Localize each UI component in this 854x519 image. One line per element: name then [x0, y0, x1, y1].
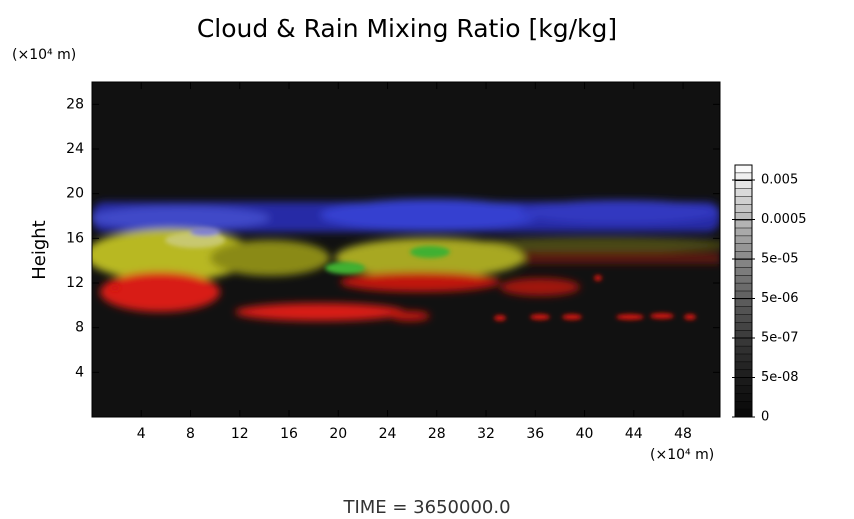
colorbar-band: [735, 298, 752, 308]
x-tick-label: 36: [526, 426, 544, 442]
footer-time: TIME = 3650000.0: [342, 497, 510, 518]
colorbar-band: [735, 243, 752, 252]
colorbar-band: [735, 172, 752, 182]
colorbar-band: [735, 346, 752, 355]
x-tick-label: 20: [329, 426, 347, 442]
colorbar-tick-label: 0.0005: [761, 212, 807, 227]
colorbar-band: [735, 228, 752, 237]
colorbar-band: [735, 393, 752, 402]
x-tick-label: 12: [231, 426, 249, 442]
colorbar-band: [735, 330, 752, 339]
colorbar-band: [735, 338, 752, 347]
x-tick-label: 8: [186, 426, 195, 442]
colorbar-band: [735, 401, 752, 410]
x-tick-label: 32: [477, 426, 495, 442]
colorbar-tick-label: 5e-06: [761, 291, 799, 306]
y-unit: (×10⁴ m): [12, 47, 76, 63]
chart-title: Cloud & Rain Mixing Ratio [kg/kg]: [197, 14, 617, 43]
volume-render: [92, 199, 720, 321]
x-tick-label: 28: [428, 426, 446, 442]
x-tick-label: 16: [280, 426, 298, 442]
colorbar-tick-label: 0: [761, 410, 769, 425]
colorbar-band: [735, 212, 752, 221]
colorbar-tick-label: 5e-05: [761, 252, 799, 267]
colorbar-band: [735, 377, 752, 386]
colorbar-band: [735, 409, 752, 418]
colorbar-tick-label: 5e-07: [761, 331, 799, 346]
colorbar-band: [735, 180, 752, 189]
colorbar-band: [735, 259, 752, 268]
x-tick-label: 48: [674, 426, 692, 442]
y-tick-label: 8: [75, 320, 84, 336]
colorbar-band: [735, 275, 752, 284]
colorbar-band: [735, 267, 752, 276]
y-tick-label: 28: [66, 96, 84, 112]
colorbar-band: [735, 235, 752, 245]
x-unit: (×10⁴ m): [650, 447, 714, 463]
colorbar-band: [735, 385, 752, 394]
y-tick-label: 20: [66, 186, 84, 202]
colorbar-band: [735, 314, 752, 323]
colorbar-band: [735, 283, 752, 292]
colorbar-band: [735, 251, 752, 260]
y-axis-label: Height: [29, 220, 50, 280]
plot-frame: [91, 81, 721, 418]
colorbar-band: [735, 196, 752, 205]
colorbar-band: [735, 354, 752, 363]
colorbar-tick-label: 5e-08: [761, 370, 799, 385]
colorbar-band: [735, 220, 752, 229]
colorbar-band: [735, 165, 752, 174]
colorbar-band: [735, 322, 752, 331]
x-tick-label: 4: [137, 426, 146, 442]
colorbar-band: [735, 204, 752, 213]
y-tick-label: 4: [75, 364, 84, 380]
y-tick-label: 12: [66, 275, 84, 291]
x-tick-label: 24: [379, 426, 397, 442]
colorbar-tick-label: 0.005: [761, 173, 798, 188]
colorbar-band: [735, 361, 752, 371]
x-tick-label: 44: [625, 426, 643, 442]
x-tick-label: 40: [576, 426, 594, 442]
colorbar-band: [735, 306, 752, 315]
y-tick-label: 24: [66, 141, 84, 157]
colorbar-band: [735, 188, 752, 197]
y-tick-label: 16: [66, 230, 84, 246]
colorbar-band: [735, 291, 752, 300]
colorbar-band: [735, 369, 752, 378]
